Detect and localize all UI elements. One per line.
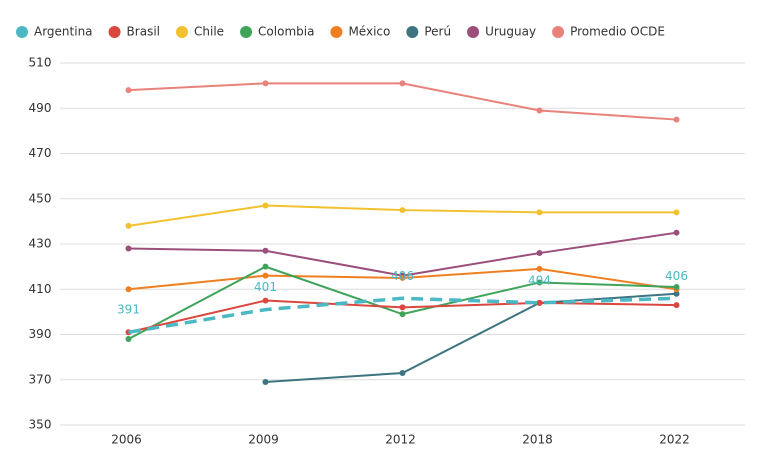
legend-item: Chile: [176, 25, 224, 39]
legend-item: Argentina: [16, 25, 93, 39]
legend-swatch: [406, 26, 419, 38]
legend-label: Perú: [424, 25, 451, 39]
legend-swatch: [330, 26, 343, 38]
point: [536, 250, 543, 257]
point: [262, 80, 269, 87]
point: [262, 202, 269, 209]
data-label: 404: [528, 273, 551, 287]
point: [673, 209, 680, 216]
point: [262, 263, 269, 270]
point: [262, 247, 269, 254]
series-line: [128, 82, 677, 121]
data-label: 401: [254, 280, 277, 294]
point: [125, 336, 132, 343]
point: [673, 116, 680, 123]
data-label: 406: [391, 269, 414, 283]
point: [399, 311, 406, 318]
y-tick-label: 450: [29, 191, 52, 205]
legend-item: Uruguay: [467, 25, 536, 39]
legend-item: Colombia: [240, 25, 314, 39]
y-tick-label: 350: [29, 418, 52, 432]
point: [536, 107, 543, 114]
x-tick-label: 2006: [111, 433, 142, 447]
x-tick-label: 2009: [248, 433, 279, 447]
point: [262, 379, 269, 386]
legend-item: Brasil: [108, 25, 160, 39]
point: [125, 286, 132, 293]
y-tick-label: 410: [29, 282, 52, 296]
legend-label: Argentina: [34, 25, 93, 39]
point: [125, 87, 132, 94]
point: [262, 297, 269, 304]
x-tick-label: 2018: [522, 433, 553, 447]
legend-swatch: [108, 26, 121, 38]
point: [125, 222, 132, 229]
point: [536, 279, 543, 286]
legend-label: Chile: [194, 25, 224, 39]
x-tick-label: 2022: [659, 433, 690, 447]
legend-label: Colombia: [258, 25, 314, 39]
point: [536, 209, 543, 216]
y-tick-label: 510: [29, 56, 52, 70]
data-label: 391: [117, 303, 140, 317]
y-tick-label: 390: [29, 327, 52, 341]
point: [673, 290, 680, 297]
point: [536, 299, 543, 306]
point: [399, 207, 406, 214]
y-tick-label: 430: [29, 237, 52, 251]
legend-item: México: [330, 25, 390, 39]
legend-swatch: [16, 26, 28, 38]
point: [125, 245, 132, 252]
point: [536, 265, 543, 272]
y-tick-label: 370: [29, 372, 52, 386]
y-tick-label: 470: [29, 146, 52, 160]
legend-label: Brasil: [127, 25, 160, 39]
y-tick-label: 490: [29, 101, 52, 115]
legend-swatch: [552, 26, 565, 38]
legend-item: Perú: [406, 25, 451, 39]
series-line: [128, 296, 677, 334]
legend-label: Uruguay: [485, 25, 536, 39]
legend-item: Promedio OCDE: [552, 25, 665, 39]
point: [673, 283, 680, 290]
x-tick-label: 2012: [385, 433, 416, 447]
legend-swatch: [467, 26, 480, 38]
legend-swatch: [176, 26, 188, 38]
point: [399, 80, 406, 87]
point: [673, 229, 680, 236]
point: [673, 302, 680, 309]
point: [262, 272, 269, 279]
legend-label: México: [348, 25, 390, 39]
legend-label: Promedio OCDE: [570, 25, 665, 39]
point: [399, 369, 406, 376]
data-label: 406: [665, 269, 688, 283]
point: [399, 274, 406, 281]
legend-swatch: [240, 26, 253, 38]
point: [399, 304, 406, 311]
series-line: [265, 292, 677, 384]
